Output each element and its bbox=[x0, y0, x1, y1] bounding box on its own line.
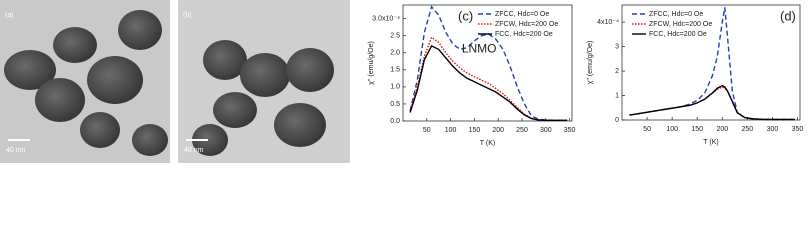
x-tick-label: 250 bbox=[742, 126, 754, 133]
series-line bbox=[629, 84, 795, 121]
x-tick-label: 200 bbox=[716, 126, 728, 133]
x-tick-label: 100 bbox=[666, 126, 678, 133]
x-tick-label: 250 bbox=[516, 127, 528, 134]
y-tick-label: 0 bbox=[615, 117, 619, 124]
y-tick-label: 2 bbox=[615, 68, 619, 75]
plot-frame bbox=[402, 4, 573, 122]
legend-label: ZFCW, Hdc=200 Oe bbox=[649, 21, 712, 28]
panel-label: (d) bbox=[780, 8, 796, 23]
y-tick-label: 3 bbox=[615, 43, 619, 50]
x-tick-label: 50 bbox=[643, 126, 651, 133]
figure: (a) 40 nm (b) 40 nm 0.0 0.5 1.0 1.5 2.0 2.5 3.… bbox=[0, 0, 804, 163]
x-tick-label: 50 bbox=[423, 127, 431, 134]
series-line bbox=[629, 7, 795, 121]
y-tick-label: 0.5 bbox=[390, 101, 400, 108]
x-tick-label: 350 bbox=[792, 126, 804, 133]
x-tick-label: 300 bbox=[540, 127, 552, 134]
image-label: (a) bbox=[5, 12, 14, 19]
y-tick-label: 2.0 bbox=[390, 50, 400, 57]
legend-label: ZFCW, Hdc=200 Oe bbox=[495, 21, 558, 28]
tem-image-a: (a) 40 nm bbox=[0, 0, 170, 163]
x-axis-label: T (K) bbox=[480, 140, 495, 147]
panel-label: (c) bbox=[458, 8, 473, 23]
y-tick-label: 1.0 bbox=[390, 84, 400, 91]
x-tick-label: 350 bbox=[564, 127, 576, 134]
scale-bar-label: 40 nm bbox=[184, 147, 204, 154]
plot-frame bbox=[621, 4, 801, 121]
annotation: LNMO bbox=[462, 42, 497, 56]
x-tick-label: 150 bbox=[691, 126, 703, 133]
scale-bar-label: 40 nm bbox=[6, 147, 26, 154]
y-tick-label: 3.0x10⁻⁴ bbox=[372, 15, 400, 22]
x-tick-label: 150 bbox=[469, 127, 481, 134]
series-line bbox=[409, 5, 568, 121]
x-axis-label: T (K) bbox=[703, 139, 718, 146]
image-label: (b) bbox=[183, 12, 192, 19]
x-tick-label: 100 bbox=[445, 127, 457, 134]
chart: 0.0 0.5 1.0 1.5 2.0 2.5 3.0x10⁻⁴ 50 100 150 200 250… bbox=[368, 4, 576, 147]
y-tick-label: 2.5 bbox=[390, 33, 400, 40]
y-axis-label: χ'' (emu/g/Oe) bbox=[368, 41, 375, 85]
x-tick-label: 200 bbox=[492, 127, 504, 134]
series-line bbox=[409, 44, 568, 121]
y-tick-label: 1.5 bbox=[390, 67, 400, 74]
y-axis-label: χ'' (emu/g/Oe) bbox=[587, 41, 594, 85]
legend-label: ZFCC, Hdc=0 Oe bbox=[495, 11, 549, 18]
chart: 0 1 2 3 4x10⁻⁴ 50 100 150 200 250 300 350 T (K) χ'' (… bbox=[587, 4, 804, 146]
legend-label: ZFCC, Hdc=0 Oe bbox=[649, 11, 703, 18]
legend-label: FCC, Hdc=200 Oe bbox=[495, 31, 553, 38]
y-tick-label: 1 bbox=[615, 92, 619, 99]
y-tick-label: 4x10⁻⁴ bbox=[597, 19, 619, 26]
x-tick-label: 300 bbox=[767, 126, 779, 133]
series-line bbox=[629, 86, 795, 121]
legend-label: FCC, Hdc=200 Oe bbox=[649, 31, 707, 38]
tem-image-b: (b) 40 nm bbox=[178, 0, 350, 163]
y-tick-label: 0.0 bbox=[390, 118, 400, 125]
